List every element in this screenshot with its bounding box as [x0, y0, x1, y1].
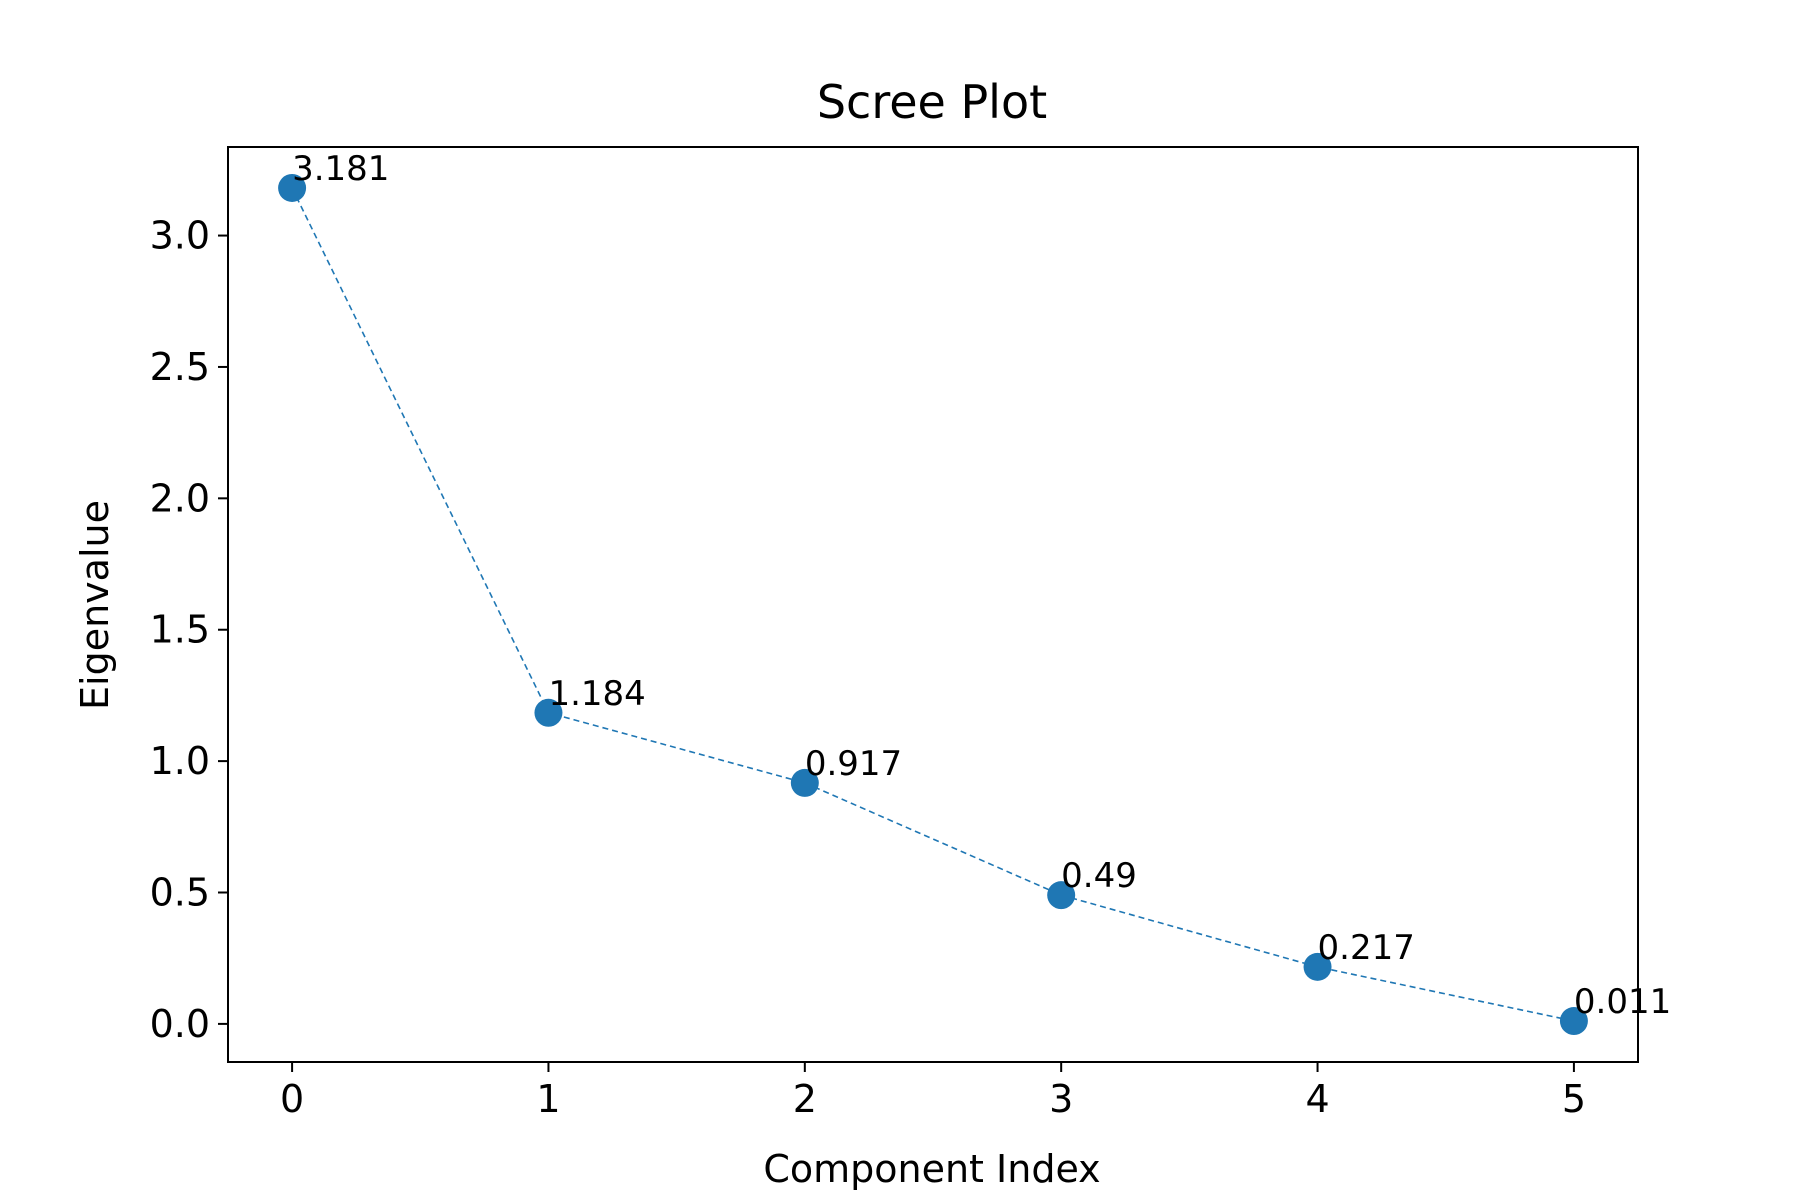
series-line [291, 187, 1575, 1022]
y-tick-label: 0.5 [150, 871, 210, 915]
x-tick-label: 2 [793, 1077, 817, 1121]
y-tick-label: 0.0 [150, 1002, 210, 1046]
data-labels: 3.181 1.184 0.917 0.49 0.217 0.011 [292, 149, 1671, 1022]
x-axis-ticks: 0 1 2 3 4 5 [280, 1062, 1586, 1121]
data-point [1047, 881, 1076, 910]
data-label: 1.184 [548, 674, 645, 714]
data-point [790, 768, 819, 797]
data-label: 0.011 [1574, 982, 1671, 1022]
data-point [534, 698, 563, 727]
x-tick-label: 4 [1305, 1077, 1329, 1121]
data-label: 0.917 [805, 744, 902, 784]
y-tick-label: 2.0 [150, 476, 210, 520]
x-tick-label: 5 [1562, 1077, 1586, 1121]
x-tick-label: 0 [280, 1077, 304, 1121]
data-label: 3.181 [292, 149, 389, 189]
x-tick-label: 3 [1049, 1077, 1073, 1121]
data-points [278, 173, 1588, 1036]
y-axis-ticks: 0.0 0.5 1.0 1.5 2.0 2.5 3.0 [150, 214, 228, 1046]
y-tick-label: 3.0 [150, 214, 210, 258]
x-tick-label: 1 [536, 1077, 560, 1121]
y-axis-label: Eigenvalue [73, 500, 117, 710]
data-point [1303, 952, 1332, 981]
data-point [1559, 1007, 1588, 1036]
data-label: 0.217 [1318, 928, 1415, 968]
y-tick-label: 2.5 [150, 345, 210, 389]
plot-area-frame [227, 146, 1639, 1063]
data-label: 0.49 [1061, 856, 1137, 896]
y-tick-label: 1.5 [150, 608, 210, 652]
x-axis-label: Component Index [763, 1147, 1100, 1191]
data-point [278, 173, 307, 202]
y-tick-label: 1.0 [150, 739, 210, 783]
chart-title: Scree Plot [817, 75, 1047, 129]
